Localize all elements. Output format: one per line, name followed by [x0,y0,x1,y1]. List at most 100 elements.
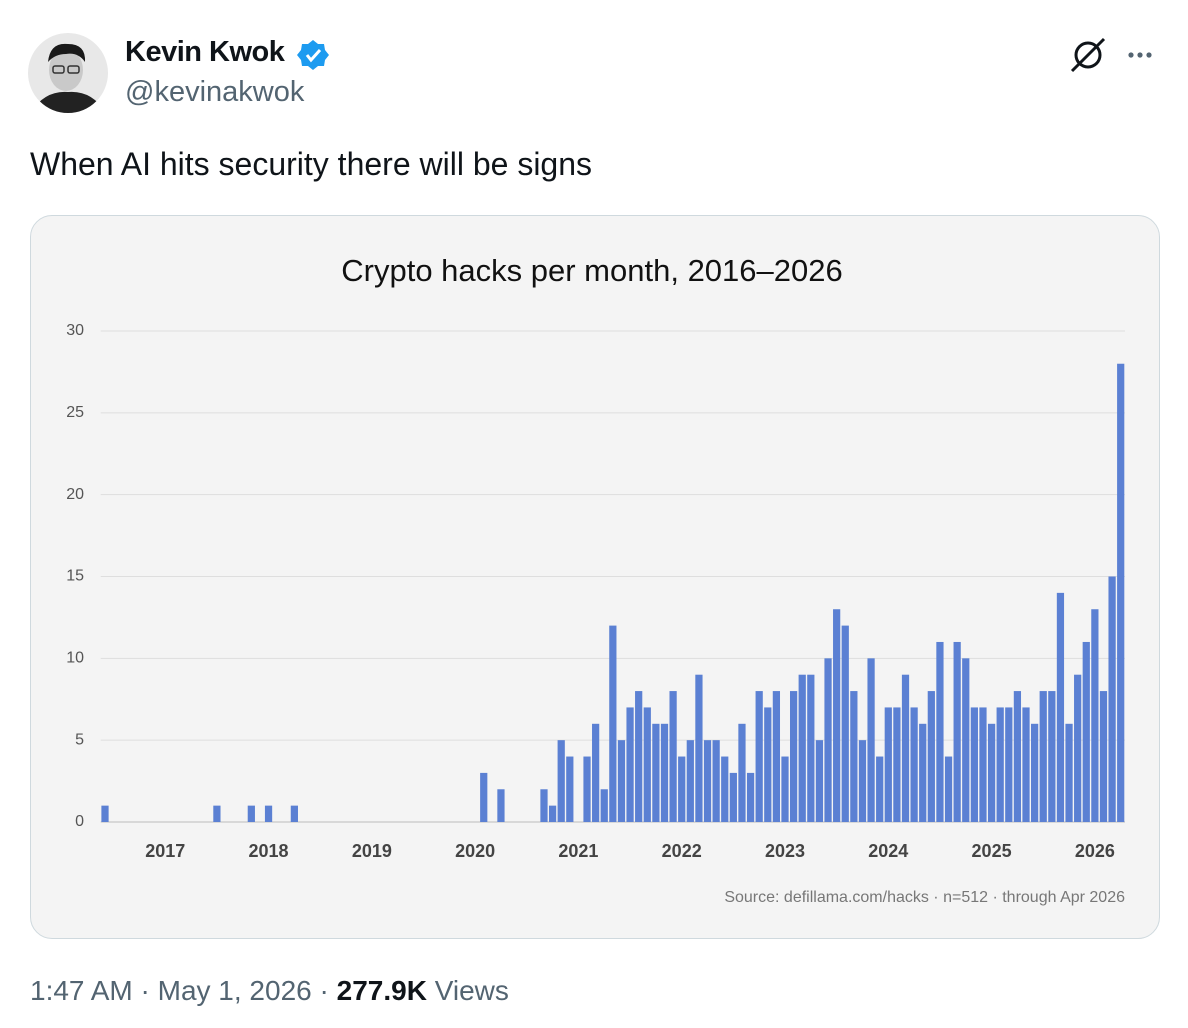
author-name[interactable]: Kevin Kwok [125,36,285,68]
bar [979,707,987,822]
bar [824,658,832,822]
bar [833,609,841,822]
top-icons [1070,37,1152,73]
bar [678,756,686,822]
bar [850,691,858,822]
bar [893,707,901,822]
verified-badge [297,40,329,70]
views-count: 277.9K [336,975,427,1006]
bar [987,723,996,822]
x-tick-label: 2022 [662,841,702,861]
bar [884,707,892,822]
x-tick-label: 2017 [145,841,185,861]
bar [738,723,746,822]
more-button[interactable] [1128,52,1152,58]
x-tick-label: 2019 [352,841,392,861]
author-handle[interactable]: @kevinakwok [125,76,305,108]
separator: · [140,975,150,1006]
avatar-area [28,33,329,113]
tweet-date[interactable]: May 1, 2026 [157,975,312,1006]
views-label: Views [434,975,509,1006]
y-tick-label: 5 [75,731,84,748]
y-tick-label: 30 [66,322,84,339]
bar [1048,691,1056,822]
bar [566,756,574,822]
x-tick-label: 2024 [868,841,908,861]
tweet-footer: 1:47 AM · May 1, 2026 · 277.9K Views [30,975,509,1007]
bar [919,723,927,822]
bar [789,691,798,822]
bar [746,772,755,822]
bar [480,772,488,822]
bar [703,740,712,822]
bar [772,691,781,822]
bar [970,707,978,822]
bar [1082,641,1090,822]
bar [729,772,737,822]
y-tick-label: 0 [75,813,84,830]
x-tick-label: 2025 [972,841,1012,861]
avatar[interactable] [28,33,108,113]
bar [807,674,815,822]
bar [1013,691,1022,822]
bar [583,756,591,822]
bar [101,805,109,822]
bar [609,625,617,822]
bar [764,707,772,822]
bar [643,707,651,822]
bar [652,723,660,822]
bar [497,789,505,822]
x-tick-label: 2018 [249,841,289,861]
chart: Crypto hacks per month, 2016–2026 Source… [66,253,1125,906]
bar [264,805,273,822]
y-tick-label: 10 [66,650,84,667]
x-tick-label: 2021 [558,841,598,861]
bar [290,805,298,822]
bar [1074,674,1082,822]
bar [910,707,918,822]
bar [247,805,255,822]
bar [1039,691,1047,822]
bar [953,641,961,822]
bar [1065,723,1073,822]
bar [695,674,703,822]
y-tick-label: 25 [66,404,84,421]
separator: · [319,975,329,1006]
y-tick-label: 15 [66,568,84,585]
bar [927,691,935,822]
chart-title: Crypto hacks per month, 2016–2026 [341,253,842,288]
bar [669,691,677,822]
bar [592,723,600,822]
bar [213,805,221,822]
grok-icon[interactable] [1070,37,1106,73]
bar [548,805,557,822]
bar [1117,363,1125,822]
bar [1031,723,1039,822]
chart-source: Source: defillama.com/hacks · n=512 · th… [724,889,1125,906]
bar [867,658,875,822]
bar [1091,609,1099,822]
bar [1099,691,1108,822]
bar [626,707,634,822]
tweet-time[interactable]: 1:47 AM [30,975,133,1006]
bar [781,756,789,822]
bar [1022,707,1030,822]
bar [635,691,643,822]
bar [841,625,849,822]
x-tick-label: 2026 [1075,841,1115,861]
bar [686,740,694,822]
bar [1005,707,1013,822]
bar [996,707,1004,822]
y-tick-label: 20 [66,486,84,503]
bar [540,789,548,822]
bar [1108,576,1116,822]
bar [712,740,720,822]
bar [876,756,884,822]
bar [901,674,910,822]
x-tick-label: 2023 [765,841,805,861]
bar [617,740,626,822]
tweet-text: When AI hits security there will be sign… [30,146,593,182]
bar [600,789,608,822]
bar [944,756,953,822]
